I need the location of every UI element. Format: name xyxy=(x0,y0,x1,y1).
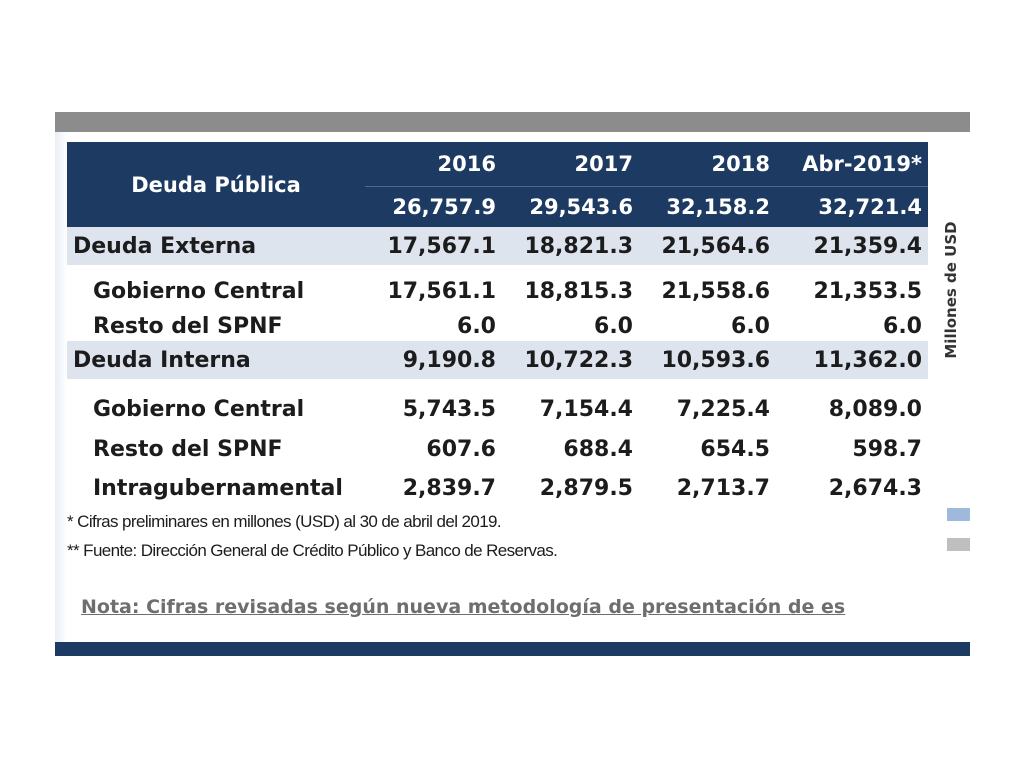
cell-value: 7,225.4 xyxy=(676,396,770,422)
cell-value: 21,564.6 xyxy=(639,227,776,265)
cell-value: 2,879.5 xyxy=(539,475,633,501)
total-value: 26,757.9 xyxy=(365,186,502,227)
row-label: Gobierno Central xyxy=(93,396,305,422)
cell-value: 9,190.8 xyxy=(365,341,502,379)
table-row-deuda-interna: Deuda Interna 9,190.8 10,722.3 10,593.6 … xyxy=(67,341,928,379)
cell-value: 6.0 xyxy=(731,313,770,339)
year-header: Abr-2019* xyxy=(776,142,928,187)
table-row-resto-spnf-interna: Resto del SPNF 607.6 688.4 654.5 598.7 xyxy=(67,431,928,467)
cell-value: 6.0 xyxy=(594,313,633,339)
row-label: Deuda Externa xyxy=(67,227,365,265)
debt-panel: Deuda Pública 2016 2017 2018 Abr-2019* 2… xyxy=(55,132,970,642)
row-label: Deuda Interna xyxy=(67,341,365,379)
cell-value: 2,839.7 xyxy=(402,475,496,501)
cell-value: 5,743.5 xyxy=(402,396,496,422)
panel-edge xyxy=(55,132,67,642)
total-value: 32,721.4 xyxy=(776,186,928,227)
row-label: Resto del SPNF xyxy=(93,436,283,462)
cell-value: 10,593.6 xyxy=(639,341,776,379)
year-header: 2017 xyxy=(502,142,639,187)
cell-value: 2,674.3 xyxy=(828,475,922,501)
cell-value: 6.0 xyxy=(457,313,496,339)
bottom-bar xyxy=(55,642,970,656)
cell-value: 607.6 xyxy=(426,436,496,462)
table-row-resto-spnf-externa: Resto del SPNF 6.0 6.0 6.0 6.0 xyxy=(67,311,928,341)
table-title: Deuda Pública xyxy=(67,142,365,227)
footnote-source: ** Fuente: Dirección General de Crédito … xyxy=(67,541,558,560)
cell-value: 10,722.3 xyxy=(502,341,639,379)
units-axis-label: Millones de USD xyxy=(927,180,970,400)
legend-swatch-blue xyxy=(947,508,970,521)
cell-value: 8,089.0 xyxy=(828,396,922,422)
cell-value: 2,713.7 xyxy=(676,475,770,501)
cell-value: 17,561.1 xyxy=(387,278,496,304)
units-text: Millones de USD xyxy=(942,221,960,359)
cell-value: 598.7 xyxy=(852,436,922,462)
year-header: 2018 xyxy=(639,142,776,187)
nota-link[interactable]: Nota: Cifras revisadas según nueva metod… xyxy=(81,596,846,618)
table-row-gobierno-central-externa: Gobierno Central 17,561.1 18,815.3 21,55… xyxy=(67,265,928,311)
cell-value: 18,815.3 xyxy=(524,278,633,304)
cell-value: 6.0 xyxy=(883,313,922,339)
cell-value: 21,558.6 xyxy=(661,278,770,304)
footnote-preliminary: * Cifras preliminares en millones (USD) … xyxy=(67,512,502,531)
cell-value: 11,362.0 xyxy=(776,341,928,379)
total-value: 32,158.2 xyxy=(639,186,776,227)
debt-table: Deuda Pública 2016 2017 2018 Abr-2019* 2… xyxy=(67,142,928,509)
cell-value: 654.5 xyxy=(700,436,770,462)
table-row-deuda-externa: Deuda Externa 17,567.1 18,821.3 21,564.6… xyxy=(67,227,928,265)
year-header: 2016 xyxy=(365,142,502,187)
row-label: Gobierno Central xyxy=(93,278,305,304)
table-row-gobierno-central-interna: Gobierno Central 5,743.5 7,154.4 7,225.4… xyxy=(67,379,928,431)
top-bar xyxy=(55,112,970,132)
header-years-row: Deuda Pública 2016 2017 2018 Abr-2019* xyxy=(67,142,928,227)
cell-value: 21,359.4 xyxy=(776,227,928,265)
cell-value: 7,154.4 xyxy=(539,396,633,422)
row-label: Intragubernamental xyxy=(93,475,343,501)
cell-value: 688.4 xyxy=(563,436,633,462)
legend-swatch-gray xyxy=(947,538,970,551)
total-value: 29,543.6 xyxy=(502,186,639,227)
row-label: Resto del SPNF xyxy=(93,313,283,339)
cell-value: 18,821.3 xyxy=(502,227,639,265)
cell-value: 21,353.5 xyxy=(813,278,922,304)
cell-value: 17,567.1 xyxy=(365,227,502,265)
header-totals-row: 26,757.9 29,543.6 32,158.2 32,721.4 xyxy=(67,186,928,227)
table-row-intragubernamental: Intragubernamental 2,839.7 2,879.5 2,713… xyxy=(67,467,928,509)
